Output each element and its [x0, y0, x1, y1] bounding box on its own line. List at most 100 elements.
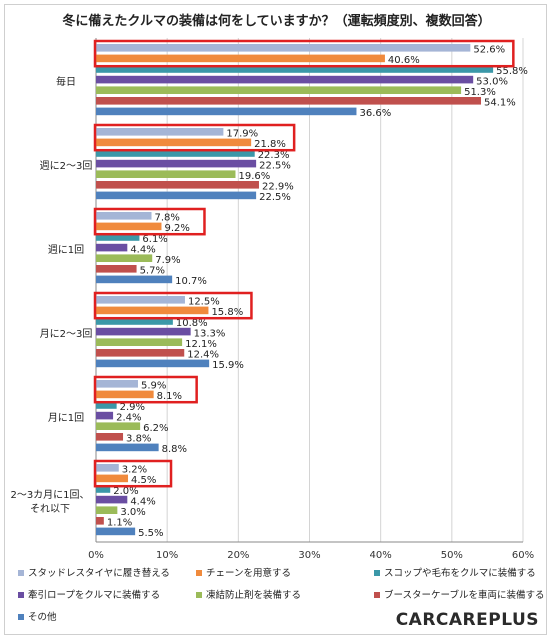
bar: [96, 443, 159, 452]
bar: [96, 349, 185, 357]
data-label: 5.9%: [141, 381, 166, 392]
bar: [96, 75, 474, 84]
bar: [96, 359, 210, 368]
legend-swatch: [18, 570, 24, 576]
data-label: 54.1%: [484, 98, 516, 109]
legend-swatch: [18, 614, 24, 620]
data-label: 4.4%: [130, 244, 155, 255]
data-label: 13.3%: [194, 328, 226, 339]
data-label: 6.2%: [143, 423, 168, 434]
legend-label: その他: [28, 611, 57, 623]
data-label: 4.4%: [130, 496, 155, 507]
bar: [96, 97, 482, 105]
chart-title: 冬に備えたクルマの装備は何をしていますか？（運転頻度別、複数回答）: [62, 14, 491, 29]
legend-swatch: [18, 592, 24, 598]
bar: [96, 338, 183, 346]
bar: [96, 44, 471, 52]
legend-label: スタッドレスタイヤに履き替える: [28, 567, 170, 579]
bar: [96, 233, 140, 241]
bar: [96, 474, 129, 483]
data-label: 17.9%: [226, 129, 258, 140]
bar: [96, 517, 104, 525]
data-label: 12.5%: [188, 297, 220, 308]
category-label: 2～3カ月に1回、: [10, 489, 89, 501]
legend-label: 牽引ロープをクルマに装備する: [28, 589, 160, 601]
data-label: 3.8%: [126, 434, 151, 445]
bar: [96, 254, 153, 262]
bar: [96, 265, 137, 273]
bar: [96, 422, 141, 430]
category-label: 週に1回: [48, 244, 84, 256]
bar: [96, 327, 191, 336]
data-label: 55.8%: [496, 66, 528, 77]
data-label: 6.1%: [142, 234, 167, 245]
bar: [96, 275, 173, 284]
data-label: 8.8%: [162, 444, 187, 455]
bar: [96, 170, 236, 178]
data-label: 7.9%: [155, 255, 180, 266]
x-tick-label: 0%: [88, 550, 104, 561]
category-label: 週に2～3回: [40, 160, 93, 172]
x-tick-label: 10%: [156, 550, 178, 561]
data-label: 5.7%: [140, 266, 165, 277]
data-label: 10.7%: [175, 276, 207, 287]
bar: [96, 317, 173, 325]
data-label: 52.6%: [473, 45, 505, 56]
data-label: 4.5%: [131, 475, 156, 486]
legend-label: スコップや毛布をクルマに装備する: [384, 567, 536, 579]
data-label: 15.9%: [212, 360, 244, 371]
legend-swatch: [196, 570, 202, 576]
data-label: 8.1%: [157, 391, 182, 402]
data-label: 10.8%: [176, 318, 208, 329]
bar: [96, 128, 224, 136]
bar: [96, 138, 252, 147]
bar: [96, 380, 138, 388]
legend-swatch: [196, 592, 202, 598]
legend-label: チェーンを用意する: [206, 567, 291, 579]
bar: [96, 464, 119, 472]
bar: [96, 485, 111, 493]
highlight-box: [93, 123, 296, 152]
x-tick-label: 20%: [227, 550, 249, 561]
bar: [96, 107, 357, 116]
data-label: 1.1%: [107, 518, 132, 529]
data-label: 2.9%: [120, 402, 145, 413]
data-label: 22.5%: [259, 160, 291, 171]
highlight-box: [93, 459, 173, 488]
data-label: 22.9%: [262, 182, 294, 193]
data-label: 3.2%: [122, 465, 147, 476]
category-label: 月に2～3回: [40, 328, 93, 340]
category-label: それ以下: [30, 503, 70, 515]
bar: [96, 86, 462, 94]
data-label: 3.0%: [120, 507, 145, 518]
data-label: 12.1%: [185, 339, 217, 350]
chart-frame: [4, 4, 547, 635]
data-label: 53.0%: [476, 76, 508, 87]
bar: [96, 222, 162, 231]
data-label: 15.8%: [211, 307, 243, 318]
x-tick-label: 60%: [512, 550, 534, 561]
bar: [96, 243, 128, 252]
bar: [96, 401, 117, 409]
bar: [96, 54, 385, 63]
x-tick-label: 30%: [298, 550, 320, 561]
bar: [96, 181, 259, 189]
data-label: 7.8%: [155, 213, 180, 224]
data-label: 2.0%: [113, 486, 138, 497]
category-label: 月に1回: [48, 412, 84, 424]
data-label: 9.2%: [164, 223, 189, 234]
data-label: 22.5%: [259, 192, 291, 203]
highlight-box: [93, 207, 206, 236]
bar: [96, 506, 118, 514]
bar: [96, 159, 257, 168]
bar: [96, 433, 124, 441]
data-label: 40.6%: [388, 55, 420, 66]
x-tick-label: 50%: [441, 550, 463, 561]
data-label: 19.6%: [238, 171, 270, 182]
x-tick-label: 40%: [370, 550, 392, 561]
highlight-box: [93, 39, 515, 68]
bar: [96, 527, 136, 536]
bar: [96, 191, 257, 200]
bar: [96, 65, 494, 73]
